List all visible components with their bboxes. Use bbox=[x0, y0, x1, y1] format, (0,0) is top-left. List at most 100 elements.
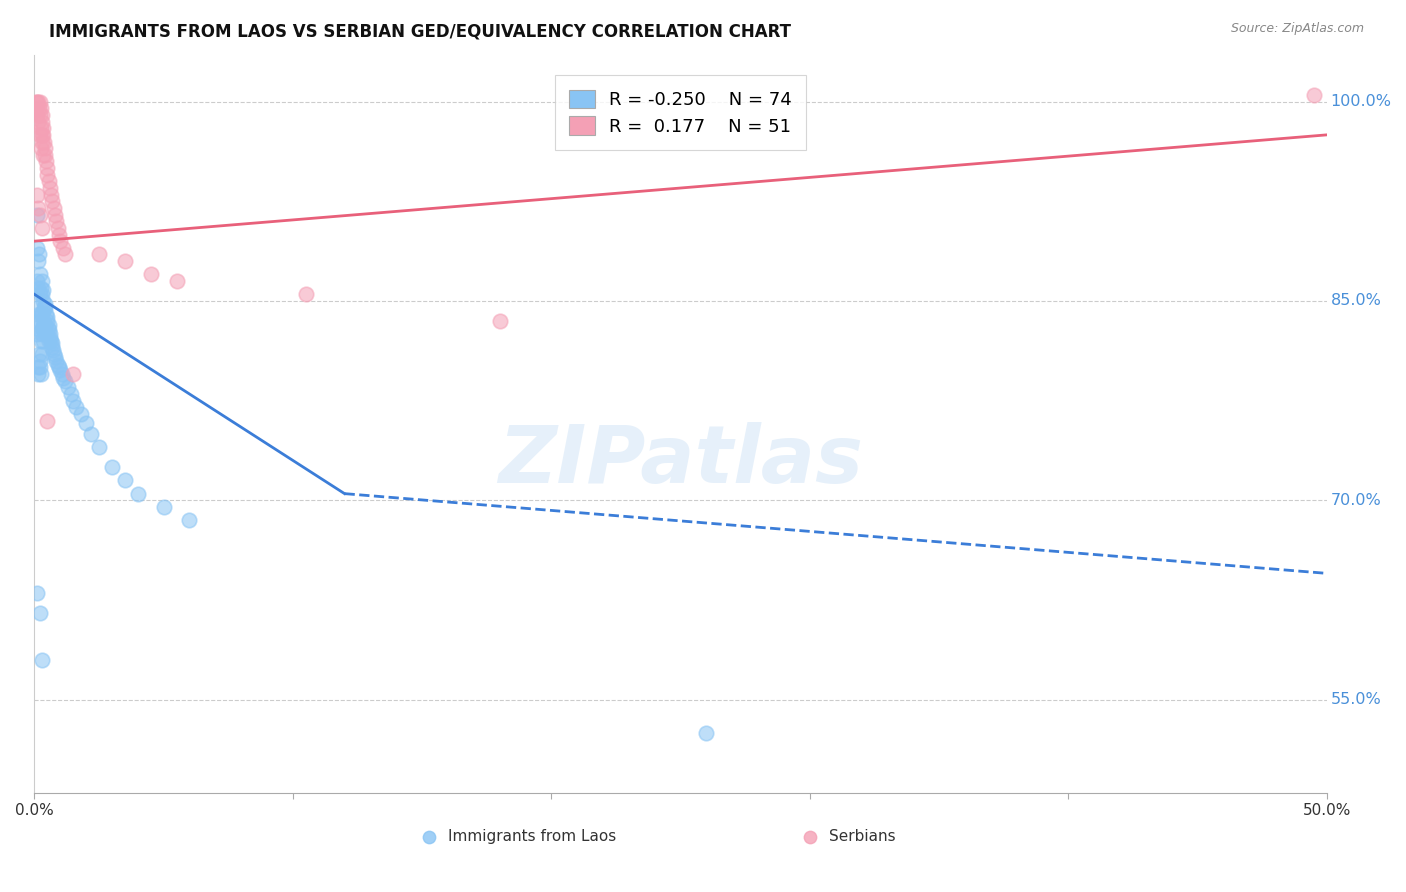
Text: 100.0%: 100.0% bbox=[1330, 95, 1392, 109]
Point bbox=[55, 247, 77, 261]
Point bbox=[52, 241, 75, 255]
Point bbox=[49, 234, 72, 248]
Point bbox=[42, 201, 65, 215]
Point bbox=[30, 141, 52, 155]
Point bbox=[32, 128, 55, 142]
Text: Immigrants from Laos: Immigrants from Laos bbox=[449, 830, 616, 845]
Point bbox=[25, 208, 48, 222]
Point bbox=[179, 513, 201, 527]
Point bbox=[28, 353, 51, 368]
Point bbox=[62, 393, 84, 408]
Point bbox=[37, 168, 59, 182]
Point bbox=[28, 268, 51, 282]
Point bbox=[27, 360, 49, 375]
Point bbox=[101, 460, 124, 475]
Point bbox=[1302, 88, 1324, 103]
Point bbox=[48, 227, 70, 242]
Point bbox=[127, 486, 149, 500]
Point bbox=[39, 334, 62, 348]
Point bbox=[31, 135, 53, 149]
Point bbox=[28, 128, 51, 142]
Point bbox=[27, 114, 49, 128]
Point bbox=[35, 327, 58, 342]
Point bbox=[27, 241, 49, 255]
Point bbox=[28, 247, 51, 261]
Point bbox=[139, 268, 162, 282]
Point bbox=[31, 108, 53, 122]
Point bbox=[55, 374, 77, 388]
Point bbox=[32, 301, 55, 315]
Point bbox=[38, 174, 60, 188]
Text: 70.0%: 70.0% bbox=[1330, 492, 1381, 508]
Point bbox=[87, 247, 110, 261]
Point bbox=[25, 108, 48, 122]
Point bbox=[51, 367, 73, 381]
Point bbox=[166, 274, 188, 288]
Point bbox=[28, 606, 51, 620]
Point bbox=[37, 320, 59, 334]
Point bbox=[25, 586, 48, 600]
Point bbox=[31, 274, 53, 288]
Point bbox=[38, 318, 60, 332]
Point bbox=[294, 287, 316, 301]
Point bbox=[28, 108, 51, 122]
Point bbox=[28, 95, 51, 109]
Point bbox=[31, 320, 53, 334]
Text: 55.0%: 55.0% bbox=[1330, 692, 1381, 707]
Point bbox=[28, 101, 51, 115]
Point bbox=[59, 387, 82, 401]
Point bbox=[24, 301, 46, 315]
Point bbox=[32, 148, 55, 162]
Point bbox=[28, 307, 51, 321]
Point bbox=[24, 95, 46, 109]
Point bbox=[30, 307, 52, 321]
Text: ZIPatlas: ZIPatlas bbox=[498, 422, 863, 500]
Point bbox=[32, 334, 55, 348]
Point bbox=[45, 214, 67, 228]
Point bbox=[27, 201, 49, 215]
Point bbox=[30, 334, 52, 348]
Point bbox=[38, 327, 60, 342]
Point bbox=[25, 187, 48, 202]
Point bbox=[27, 281, 49, 295]
Point bbox=[35, 307, 58, 321]
Point bbox=[27, 327, 49, 342]
Point bbox=[28, 347, 51, 361]
Point bbox=[31, 320, 53, 334]
Point bbox=[56, 380, 79, 394]
Point bbox=[41, 341, 63, 355]
Point bbox=[27, 95, 49, 109]
Point bbox=[30, 367, 52, 381]
Point bbox=[27, 95, 49, 109]
Point bbox=[42, 347, 65, 361]
Point bbox=[38, 181, 60, 195]
Text: Source: ZipAtlas.com: Source: ZipAtlas.com bbox=[1230, 22, 1364, 36]
Point bbox=[34, 141, 56, 155]
Point bbox=[62, 367, 84, 381]
Legend: R = -0.250    N = 74, R =  0.177    N = 51: R = -0.250 N = 74, R = 0.177 N = 51 bbox=[555, 75, 806, 150]
Point bbox=[35, 310, 58, 324]
Point bbox=[48, 360, 70, 375]
Point bbox=[34, 318, 56, 332]
Point bbox=[39, 187, 62, 202]
Point bbox=[31, 220, 53, 235]
Point bbox=[32, 293, 55, 308]
Point bbox=[38, 323, 60, 337]
Point bbox=[31, 128, 53, 142]
Point bbox=[28, 287, 51, 301]
Point bbox=[35, 154, 58, 169]
Point bbox=[34, 301, 56, 315]
Point bbox=[65, 401, 87, 415]
Point bbox=[34, 296, 56, 310]
Point bbox=[87, 440, 110, 454]
Point bbox=[27, 254, 49, 268]
Point bbox=[31, 327, 53, 342]
Point bbox=[49, 363, 72, 377]
Text: Serbians: Serbians bbox=[830, 830, 896, 845]
Point bbox=[114, 254, 136, 268]
Point bbox=[28, 360, 51, 375]
Point bbox=[31, 121, 53, 136]
Point bbox=[31, 287, 53, 301]
Point bbox=[32, 135, 55, 149]
Point bbox=[75, 416, 97, 430]
